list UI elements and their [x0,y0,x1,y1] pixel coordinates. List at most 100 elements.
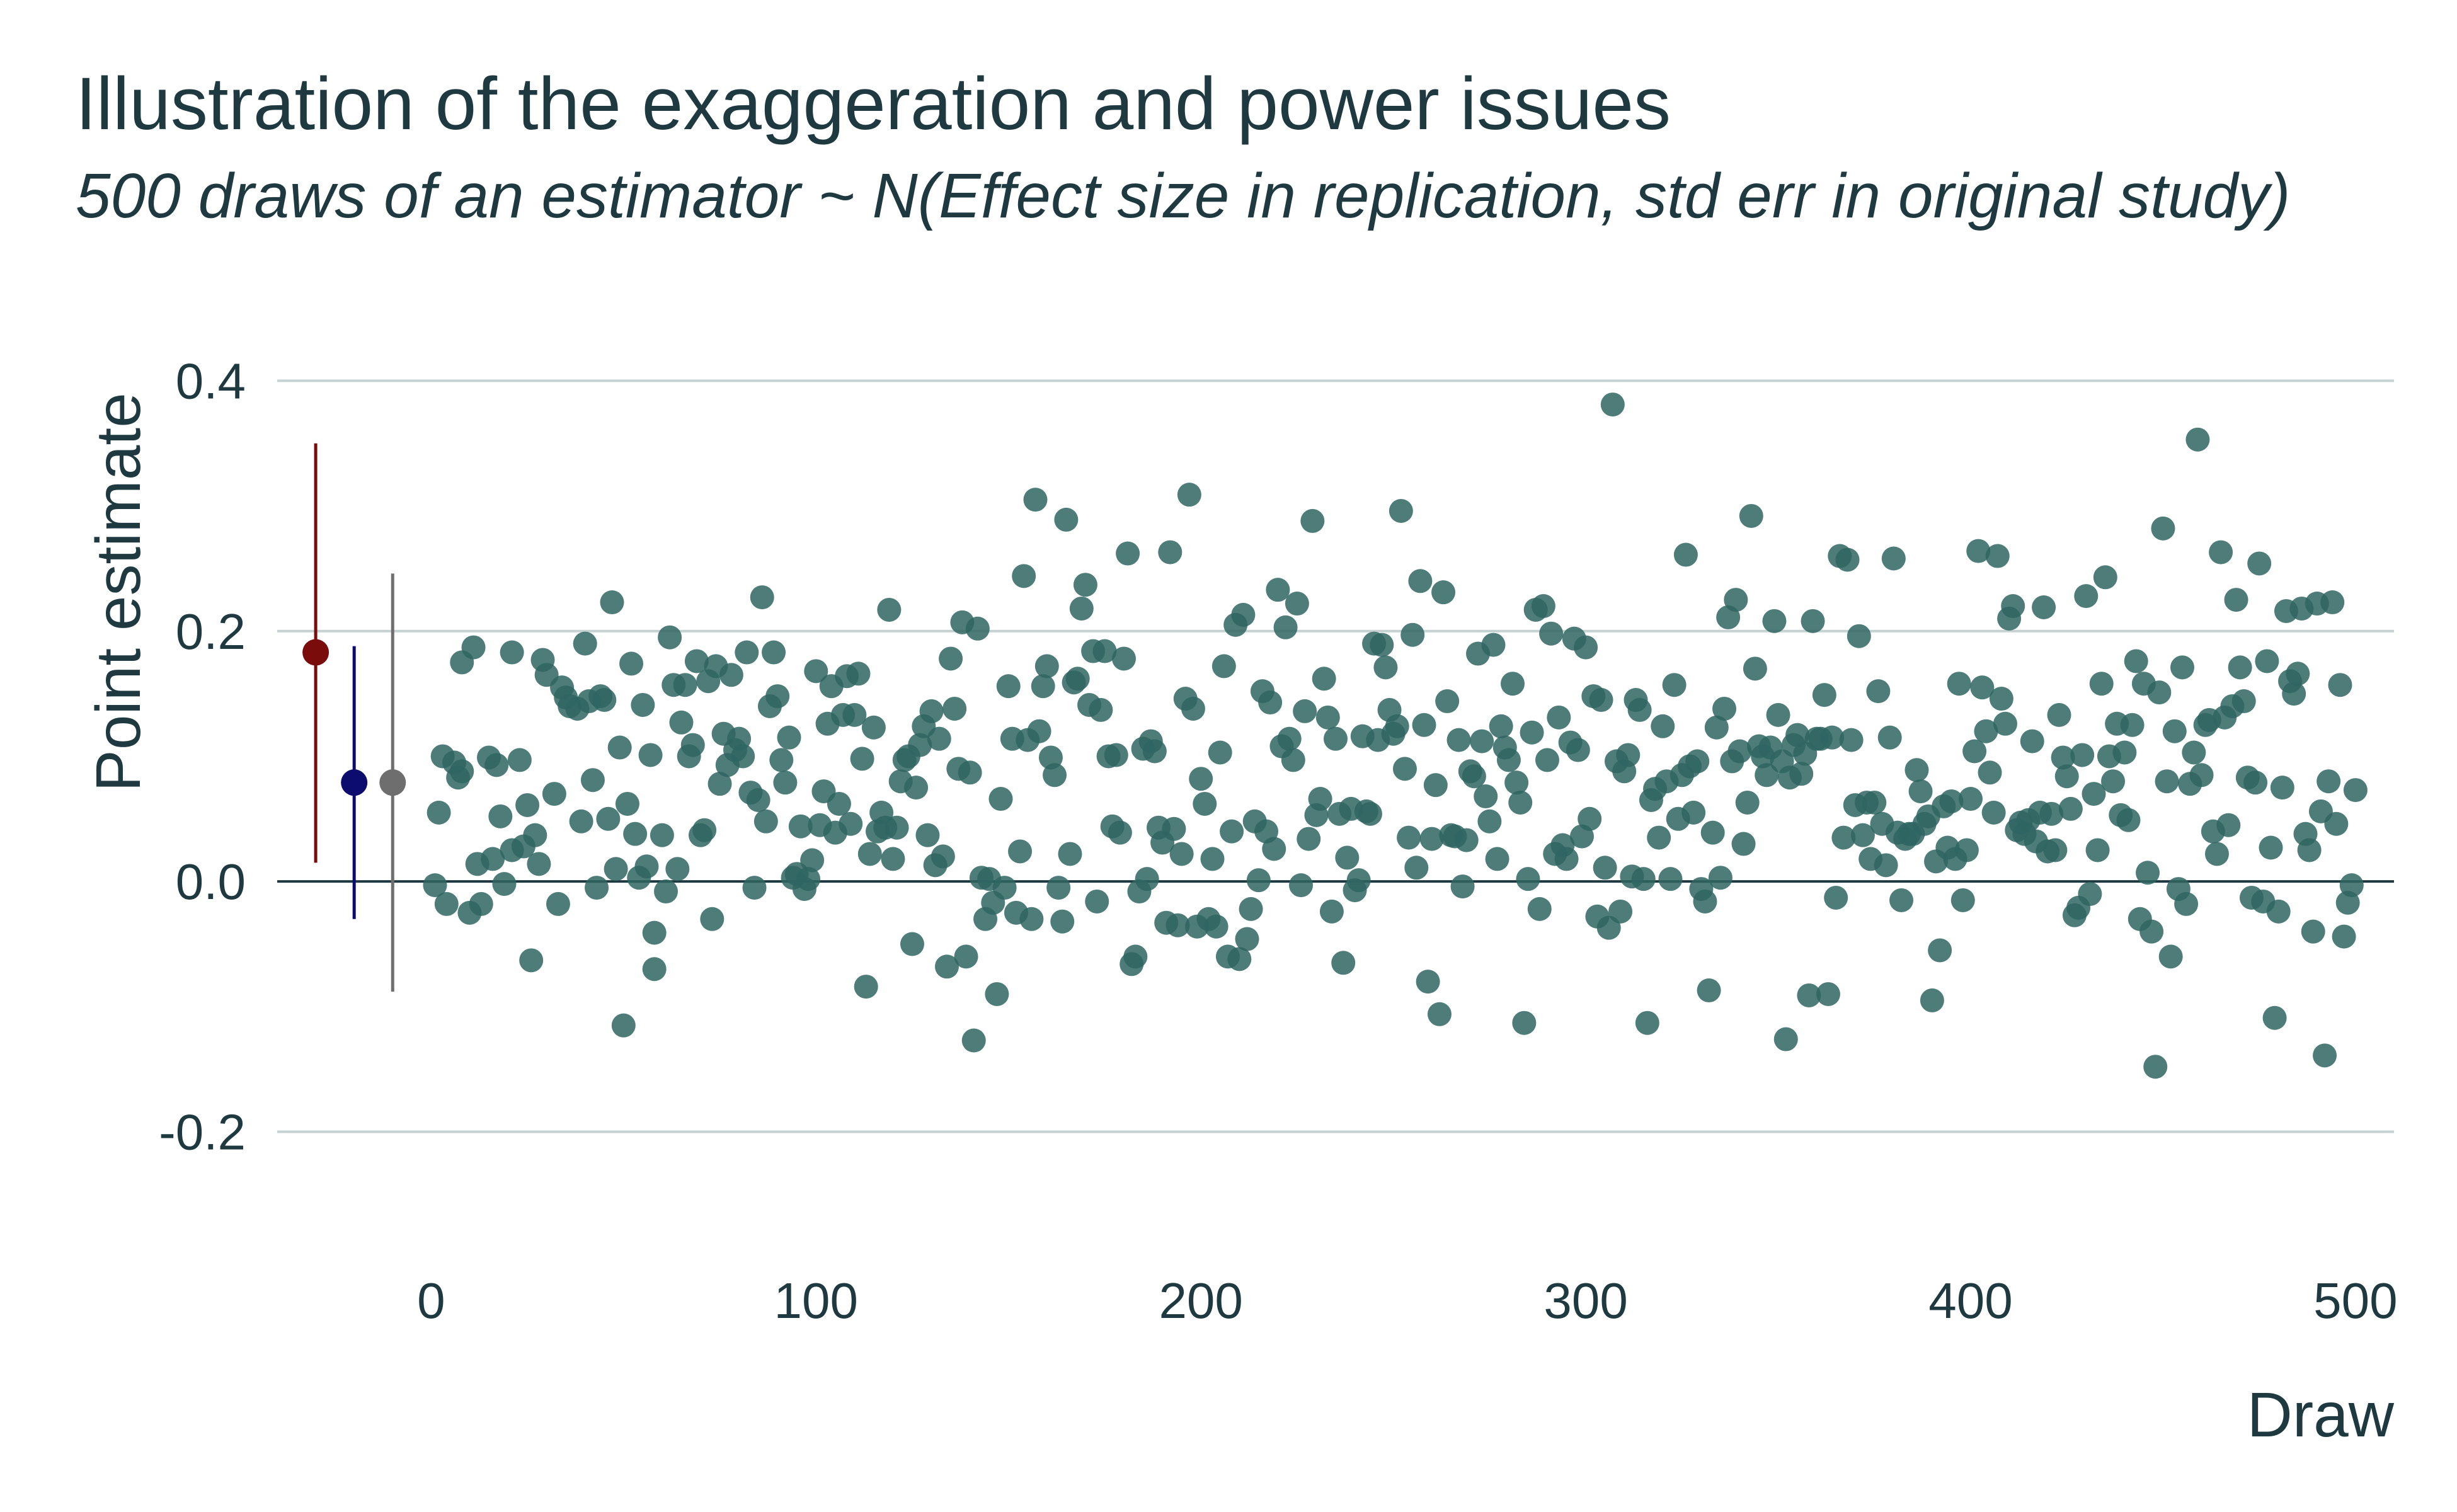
scatter-point [1516,867,1540,891]
scatter-point [1319,899,1344,924]
scatter-point [1789,762,1814,786]
scatter-point [1959,787,1983,811]
scatter-point [1566,738,1590,762]
scatter-point [1065,667,1090,691]
scatter-point [2228,655,2252,680]
scatter-point [1831,825,1856,850]
scatter-point [731,744,755,769]
scatter-point [1850,823,1875,847]
scatter-point [1266,578,1290,602]
x-tick-label: 500 [2313,1273,2397,1329]
scatter-point [1092,639,1117,663]
reference-estimates [302,443,406,992]
scatter-point [1331,951,1356,975]
scatter-point [1535,748,1559,772]
scatter-point [2259,835,2283,860]
scatter-point [954,944,978,969]
scatter-point [2101,769,2126,794]
scatter-point [707,772,732,796]
scatter-point [1731,832,1756,856]
scatter-point [1112,646,1136,671]
scatter-point [1685,749,1710,774]
scatter-point [1034,654,1059,679]
scatter-point [1939,789,1964,813]
scatter-point [934,954,959,979]
scatter-point [1346,868,1371,893]
scatter-point [519,948,544,973]
scatter-point [1358,801,1382,826]
scatter-point [1662,673,1687,697]
scatter-point [1142,739,1167,764]
scatter-point [1297,827,1321,851]
x-axis-ticks: 0 100 200 300 400 500 [417,1273,2398,1329]
scatter-point [2039,801,2064,826]
scatter-point [1054,507,1079,532]
scatter-point [1635,1011,1659,1035]
scatter-point [2158,944,2183,969]
scatter-point [1193,791,1217,816]
scatter-point [1520,720,1544,745]
scatter-point [1496,748,1521,772]
scatter-point [1046,876,1071,900]
reference-point [379,769,406,796]
scatter-point [1651,714,1675,738]
scatter-point [904,776,929,800]
gridlines [277,379,2394,1133]
scatter-point [650,823,674,847]
scatter-point [1889,888,1914,912]
data-points [423,392,2368,1079]
scatter-point [1450,874,1475,899]
scatter-point [1712,696,1737,721]
scatter-point [2116,808,2141,832]
scatter-point [1392,757,1417,781]
chart-subtitle: 500 draws of an estimator ~ N(Effect siz… [76,161,2290,231]
scatter-point [1554,847,1579,871]
scatter-point [1627,697,1652,722]
scatter-point [1755,763,1779,788]
scatter-point [1031,674,1055,699]
scatter-point [596,806,621,831]
scatter-point [2043,838,2068,862]
scatter-point [580,768,605,793]
scatter-point [1085,889,1109,914]
scatter-point [939,646,963,671]
scatter-point [1220,819,1244,844]
reference-point [341,769,368,796]
scatter-point [1866,679,1891,704]
scatter-point [2112,740,2137,765]
scatter-point [1208,740,1232,765]
scatter-point [2243,770,2268,795]
scatter-point [2162,719,2187,743]
chart-title: Illustration of the exaggeration and pow… [76,62,1671,146]
scatter-point [2286,662,2310,686]
scatter-point [1658,867,1683,891]
scatter-point [1966,539,1991,563]
scatter-point [2093,565,2117,590]
scatter-point [2266,899,2291,924]
scatter-point [746,788,770,812]
scatter-point [1385,714,1409,738]
scatter-point [1166,913,1190,937]
scatter-point [500,640,524,665]
scatter-point [1162,816,1186,841]
scatter-point [523,823,547,847]
scatter-point [1427,1002,1452,1026]
scatter-point [827,791,851,816]
scatter-point [2320,590,2345,615]
scatter-point [604,857,628,881]
scatter-point [665,857,690,881]
scatter-point [673,673,697,697]
scatter-point [658,625,682,650]
y-axis-ticks: -0.2 0.0 0.2 0.4 [159,353,246,1160]
scatter-point [773,770,798,795]
scatter-point [1812,683,1836,707]
scatter-point [2051,745,2075,770]
scatter-point [1423,773,1448,798]
scatter-point [1531,594,1555,619]
scatter-point [1974,719,1998,743]
scatter-point [750,585,774,610]
scatter-point [1027,719,1051,743]
scatter-point [1235,927,1259,951]
scatter-point [992,876,1017,900]
x-axis-title: Draw [2247,1380,2395,1450]
